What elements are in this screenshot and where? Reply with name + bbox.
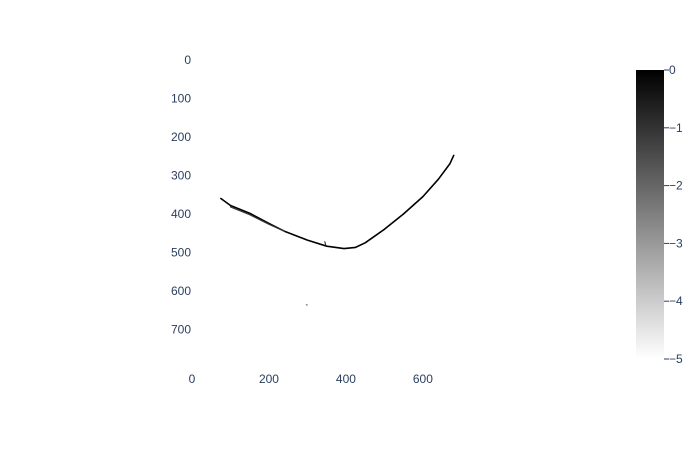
colorbar-tick-label: −3 — [669, 236, 683, 250]
colorbar-tick-label: −2 — [669, 179, 683, 193]
y-tick-label: 700 — [171, 322, 191, 336]
plot-area — [220, 154, 455, 306]
x-tick-label: 400 — [336, 372, 356, 386]
y-tick-label: 100 — [171, 91, 191, 105]
colorbar-tick-label: −5 — [669, 352, 683, 366]
y-tick-label: 400 — [171, 207, 191, 221]
x-axis: 0 200 400 600 — [189, 372, 434, 386]
y-tick-label: 0 — [184, 53, 191, 67]
x-tick-label: 200 — [259, 372, 279, 386]
heatmap-trace-1 — [229, 206, 285, 232]
y-tick-label: 600 — [171, 284, 191, 298]
x-tick-label: 0 — [189, 372, 196, 386]
y-axis: 0 100 200 300 400 500 600 700 — [171, 53, 191, 336]
heatmap-trace-2 — [324, 241, 327, 247]
colorbar-tick-label: 0 — [669, 63, 676, 77]
y-tick-label: 500 — [171, 245, 191, 259]
colorbar-gradient — [636, 70, 664, 359]
colorbar-tick-label: −1 — [669, 121, 683, 135]
y-tick-label: 200 — [171, 130, 191, 144]
x-tick-label: 600 — [413, 372, 433, 386]
colorbar: 0 −1 −2 −3 −4 −5 — [636, 63, 683, 366]
heatmap-trace-0 — [220, 154, 455, 250]
colorbar-tick-label: −4 — [669, 294, 683, 308]
y-tick-label: 300 — [171, 168, 191, 182]
